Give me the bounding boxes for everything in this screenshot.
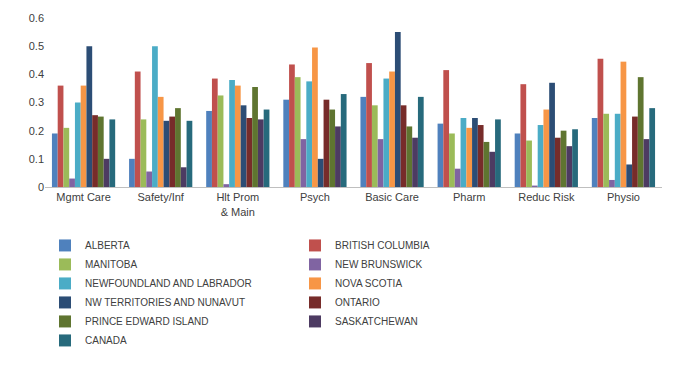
svg-text:Mgmt Care: Mgmt Care — [56, 191, 110, 203]
svg-text:NEWFOUNDLAND AND LABRADOR: NEWFOUNDLAND AND LABRADOR — [85, 278, 252, 289]
svg-text:0.5: 0.5 — [29, 40, 44, 52]
svg-text:MANITOBA: MANITOBA — [85, 259, 137, 270]
svg-text:ONTARIO: ONTARIO — [335, 297, 380, 308]
svg-text:BRITISH COLUMBIA: BRITISH COLUMBIA — [335, 240, 430, 251]
svg-text:ALBERTA: ALBERTA — [85, 240, 130, 251]
svg-text:Safety/Inf: Safety/Inf — [137, 191, 184, 203]
svg-text:PRINCE EDWARD ISLAND: PRINCE EDWARD ISLAND — [85, 316, 209, 327]
svg-text:0.2: 0.2 — [29, 125, 44, 137]
svg-text:Basic Care: Basic Care — [365, 191, 419, 203]
svg-text:0.4: 0.4 — [29, 68, 44, 80]
svg-text:NW TERRITORIES AND NUNAVUT: NW TERRITORIES AND NUNAVUT — [85, 297, 245, 308]
svg-text:Pharm: Pharm — [453, 191, 485, 203]
svg-text:CANADA: CANADA — [85, 335, 127, 346]
svg-text:0.3: 0.3 — [29, 96, 44, 108]
svg-text:0: 0 — [38, 181, 44, 193]
svg-text:Hlt Prom& Main: Hlt Prom& Main — [216, 191, 259, 217]
svg-text:Psych: Psych — [300, 191, 330, 203]
svg-text:0.6: 0.6 — [29, 12, 44, 24]
svg-text:SASKATCHEWAN: SASKATCHEWAN — [335, 316, 418, 327]
svg-text:0.1: 0.1 — [29, 153, 44, 165]
svg-text:NOVA SCOTIA: NOVA SCOTIA — [335, 278, 402, 289]
svg-text:Physio: Physio — [607, 191, 640, 203]
svg-text:NEW BRUNSWICK: NEW BRUNSWICK — [335, 259, 423, 270]
svg-text:Reduc Risk: Reduc Risk — [518, 191, 575, 203]
